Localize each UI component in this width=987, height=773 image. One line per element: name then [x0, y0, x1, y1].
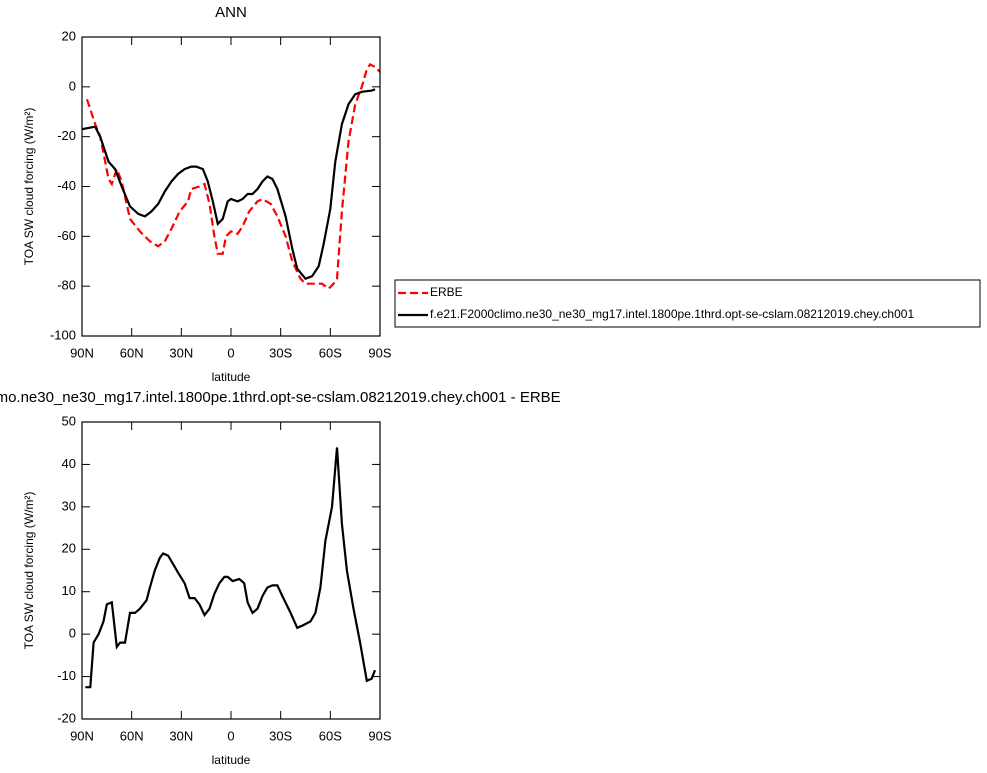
data-line — [85, 62, 381, 291]
y-tick-label: 30 — [62, 498, 76, 513]
y-tick-label: 10 — [62, 583, 76, 598]
chart-title: f.e21.F2000climo.ne30_ne30_mg17.intel.18… — [0, 389, 561, 406]
y-tick-label: 0 — [69, 626, 76, 641]
x-tick-label: 60N — [120, 728, 144, 743]
legend-label: ERBE — [430, 285, 463, 299]
y-tick-label: -80 — [57, 278, 76, 293]
x-axis-label: latitude — [212, 753, 251, 767]
x-tick-label: 90S — [368, 728, 391, 743]
data-line — [85, 447, 377, 689]
y-tick-label: 40 — [62, 456, 76, 471]
y-tick-label: -20 — [57, 128, 76, 143]
x-tick-label: 60S — [319, 345, 342, 360]
y-tick-label: 20 — [62, 28, 76, 43]
y-tick-label: 0 — [69, 78, 76, 93]
y-tick-label: -10 — [57, 668, 76, 683]
x-tick-label: 90N — [70, 728, 94, 743]
x-tick-label: 90S — [368, 345, 391, 360]
legend-label: f.e21.F2000climo.ne30_ne30_mg17.intel.18… — [430, 307, 914, 321]
x-tick-label: 30N — [169, 345, 193, 360]
x-tick-label: 0 — [227, 345, 234, 360]
x-tick-label: 30N — [169, 728, 193, 743]
x-tick-label: 0 — [227, 728, 234, 743]
y-tick-label: -60 — [57, 228, 76, 243]
x-axis-label: latitude — [212, 370, 251, 384]
plot-frame — [81, 36, 381, 337]
y-axis-label: TOA SW cloud forcing (W/m²) — [22, 492, 36, 650]
y-tick-label: -100 — [50, 327, 76, 342]
x-tick-label: 30S — [269, 728, 292, 743]
y-tick-label: 50 — [62, 413, 76, 428]
x-tick-label: 90N — [70, 345, 94, 360]
x-tick-label: 30S — [269, 345, 292, 360]
legend-box — [394, 279, 981, 328]
y-tick-label: 20 — [62, 541, 76, 556]
y-tick-label: -20 — [57, 710, 76, 725]
y-tick-label: -40 — [57, 178, 76, 193]
y-axis-label: TOA SW cloud forcing (W/m²) — [22, 108, 36, 266]
chart-title: ANN — [215, 4, 247, 21]
data-line — [81, 88, 376, 281]
x-tick-label: 60S — [319, 728, 342, 743]
x-tick-label: 60N — [120, 345, 144, 360]
plot-frame — [81, 421, 381, 720]
